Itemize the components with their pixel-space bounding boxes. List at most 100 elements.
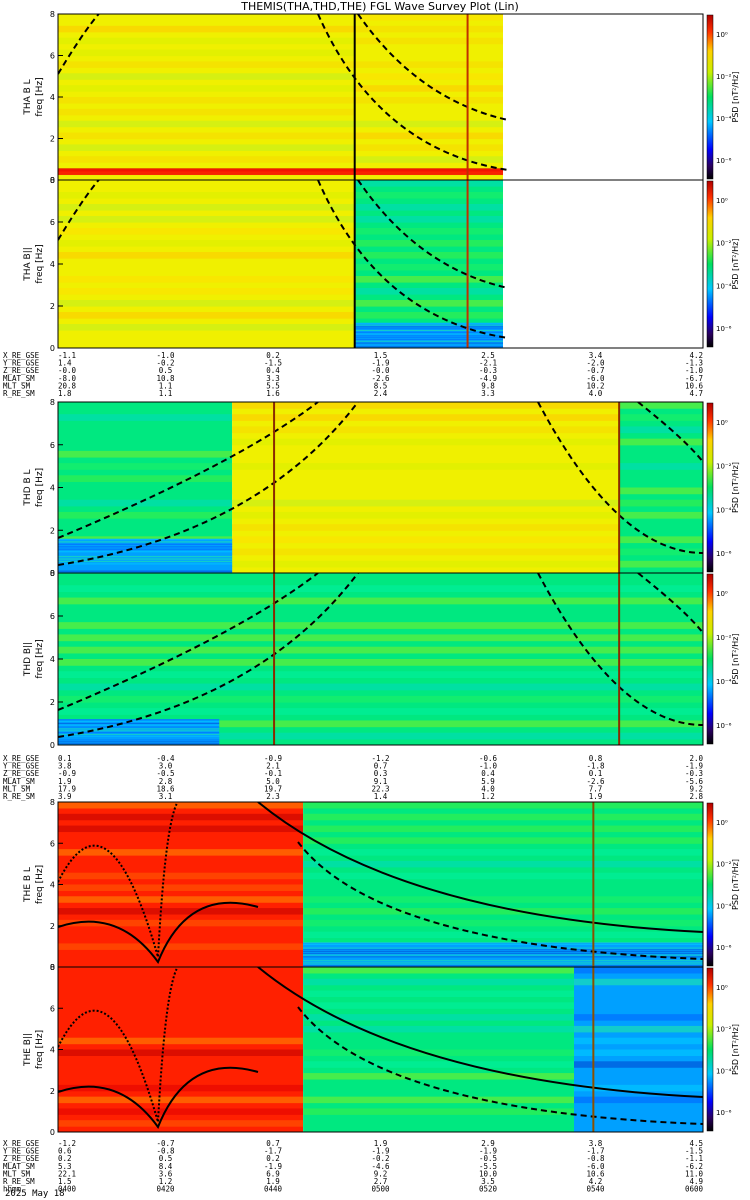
ephemeris-row-name: MLAT_SM — [3, 374, 35, 383]
spectral-region-band — [354, 61, 504, 68]
spectral-region-band — [58, 450, 233, 458]
spectral-region-band — [354, 326, 504, 328]
frequency-trace — [257, 967, 703, 1098]
ephemeris-value: -0.5 — [156, 769, 174, 778]
colorbar-tick-label: 10⁻⁶ — [716, 722, 732, 730]
y-tick-label: 6 — [50, 52, 55, 61]
y-tick-label: 4 — [50, 93, 55, 102]
ephemeris-value: -0.8 — [586, 1154, 605, 1163]
y-tick-label: 2 — [50, 302, 55, 311]
spectral-region-band — [58, 204, 355, 211]
colorbar-label: PSD [nT²/Hz] — [731, 239, 740, 290]
ephemeris-value: 1.4 — [374, 792, 388, 801]
spectral-region-band — [574, 1014, 703, 1021]
spectral-region-band — [58, 276, 355, 283]
spectral-region-band — [303, 1096, 574, 1104]
ephemeris-row-name: R_RE_SM — [3, 389, 35, 398]
ephemeris-value: 3.1 — [159, 792, 173, 801]
ephemeris-value: -1.7 — [586, 1147, 604, 1156]
spectral-region-band — [58, 228, 355, 235]
spectral-region-band — [58, 967, 304, 974]
ephemeris-value: 2.9 — [481, 1139, 495, 1148]
spectral-region-band — [58, 1096, 304, 1104]
colorbar-tick-label: 10⁻² — [716, 861, 732, 869]
ephemeris-value: 0.2 — [266, 1154, 280, 1163]
ephemeris-value: -2.1 — [479, 359, 497, 368]
spectral-region-band — [354, 132, 504, 140]
spectral-region-band — [354, 37, 504, 45]
spectral-region-band — [58, 585, 703, 593]
y-tick-label: 4 — [50, 655, 55, 664]
ephemeris-block: X_RE_GSE -1.1 -1.0 0.2 1.5 2.5 3.4 4.2 Y_RE_GSE 1… — [3, 351, 703, 398]
ephemeris-value: 1.8 — [58, 389, 72, 398]
ephemeris-value: 3.8 — [589, 1139, 603, 1148]
spectral-region-band — [58, 426, 233, 434]
ephemeris-value: -4.6 — [371, 1162, 390, 1171]
panel-label: THA B L — [23, 79, 33, 115]
spectral-region-band — [354, 180, 504, 187]
y-axis-label: freq [Hz] — [35, 468, 45, 507]
spectral-region-band — [303, 956, 703, 958]
spectral-region-band — [58, 743, 220, 745]
panel-label: THD B|| — [23, 642, 33, 677]
spectral-region-band — [574, 1061, 703, 1068]
spectral-region-band — [303, 884, 703, 891]
spectral-region-band — [354, 342, 504, 344]
no-data-region — [503, 180, 703, 348]
spectral-region-band — [58, 511, 233, 519]
y-tick-label: 4 — [50, 1046, 55, 1055]
time-tick-label: 0400 — [58, 1185, 77, 1194]
ephemeris-value: 4.0 — [481, 784, 495, 793]
spectral-region-band — [354, 14, 504, 21]
spectral-region-band — [574, 990, 703, 998]
colorbar-gradient — [706, 180, 714, 348]
spectral-region-band — [58, 61, 355, 68]
spectral-region-band — [58, 597, 703, 605]
ephemeris-value: 1.1 — [159, 381, 173, 390]
spectral-region-band — [354, 337, 504, 339]
spectral-region-band — [354, 216, 504, 223]
colorbar-tick-label: 10⁰ — [716, 419, 728, 427]
spectral-region-band — [58, 730, 220, 732]
panel-image — [58, 14, 703, 180]
spectral-region-band — [232, 548, 620, 556]
frequency-trace — [58, 402, 319, 539]
spectral-region-band — [58, 499, 233, 507]
spectral-region-band — [58, 73, 355, 80]
ephemeris-value: 3.3 — [266, 374, 280, 383]
spectral-region-band — [354, 264, 504, 271]
spectral-region-band — [58, 646, 703, 654]
ephemeris-value: 10.0 — [479, 1169, 498, 1178]
spectral-region-band — [619, 438, 703, 446]
spectral-region-band — [58, 108, 355, 116]
y-tick-label: 8 — [50, 569, 55, 578]
ephemeris-value: 9.8 — [481, 381, 495, 390]
colorbar-tick-label: 10⁻⁶ — [716, 1109, 732, 1117]
panel-label: THE B L — [23, 867, 33, 903]
spectral-region-band — [58, 955, 304, 962]
spectral-region-band — [58, 402, 233, 409]
ephemeris-value: -0.0 — [371, 366, 390, 375]
colorbar-gradient — [706, 802, 714, 967]
ephemeris-value: 2.0 — [689, 754, 703, 763]
spectral-region-band — [619, 450, 703, 458]
spectral-region-band — [58, 551, 233, 553]
ephemeris-value: 9.2 — [374, 1169, 388, 1178]
ephemeris-tables: X_RE_GSE -1.1 -1.0 0.2 1.5 2.5 3.4 4.2 Y_RE_GSE 1… — [3, 351, 703, 1194]
spectral-region-band — [303, 965, 703, 967]
spectral-region-band — [58, 538, 233, 541]
spectral-region-band — [58, 860, 304, 868]
ephemeris-value: -1.2 — [58, 1139, 76, 1148]
ephemeris-value: 3.5 — [481, 1177, 495, 1186]
spectral-region-band — [58, 1002, 304, 1009]
frequency-trace — [317, 14, 509, 171]
y-tick-label: 6 — [50, 218, 55, 227]
frequency-trace — [58, 402, 359, 566]
spectral-region-band — [58, 726, 220, 728]
y-tick-label: 2 — [50, 526, 55, 535]
spectral-region-band — [58, 872, 304, 880]
spectral-region-band — [58, 563, 233, 565]
spectral-region-band — [619, 499, 703, 507]
ephemeris-value: 0.4 — [266, 366, 280, 375]
